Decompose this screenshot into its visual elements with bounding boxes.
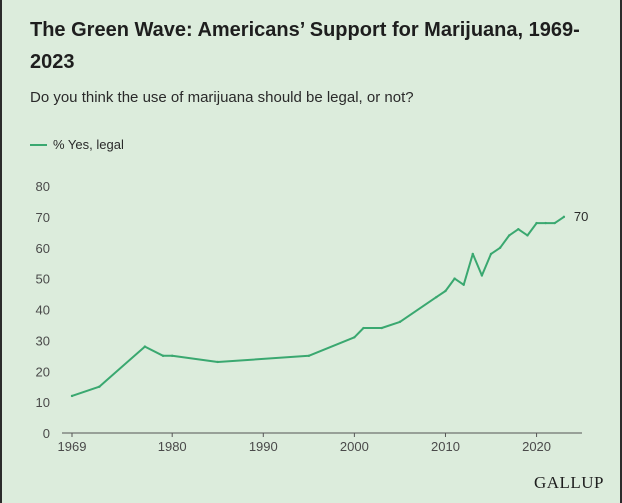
data-point [544,221,547,225]
data-point [453,277,456,280]
data-point [435,295,438,299]
data-point [553,221,556,225]
x-tick-label: 2020 [522,439,551,454]
legend-swatch [30,143,47,146]
data-point [98,385,101,388]
data-point [508,234,511,237]
legend: % Yes, legal [30,137,124,152]
chart-title: The Green Wave: Americans’ Support for M… [30,19,580,73]
y-tick-label: 40 [36,303,50,318]
x-tick-label: 2000 [340,439,369,454]
data-point [216,360,219,364]
data-point [498,246,502,249]
data-point [562,215,566,219]
data-point [161,354,165,358]
data-point [526,234,529,237]
y-tick-label: 80 [36,179,50,194]
data-point [362,326,365,330]
data-point [444,289,447,293]
legend-label: % Yes, legal [53,137,124,152]
data-point [480,274,484,277]
y-tick-label: 20 [36,364,50,379]
y-tick-label: 60 [36,241,50,256]
data-point [353,336,356,339]
data-point [70,394,74,398]
y-tick-label: 10 [36,395,50,410]
y-tick-label: 30 [36,333,50,348]
y-tick-label: 0 [43,426,50,441]
data-point [462,283,465,286]
data-point [398,320,402,324]
gallup-logo: GALLUP [533,473,604,492]
data-point [489,252,493,256]
end-value-label: 70 [574,209,588,224]
data-point [517,228,520,231]
data-point [143,345,147,348]
y-tick-label: 70 [36,210,50,225]
data-point [471,252,474,256]
y-tick-label: 50 [36,272,50,287]
x-tick-label: 1969 [58,439,87,454]
series-line [71,215,565,397]
data-point [380,326,383,330]
x-tick-label: 1980 [158,439,187,454]
chart-subtitle: Do you think the use of marijuana should… [30,89,414,106]
data-point [307,354,311,358]
data-point [535,221,538,225]
x-tick-label: 1990 [249,439,278,454]
x-tick-label: 2010 [431,439,460,454]
data-point [171,354,174,358]
